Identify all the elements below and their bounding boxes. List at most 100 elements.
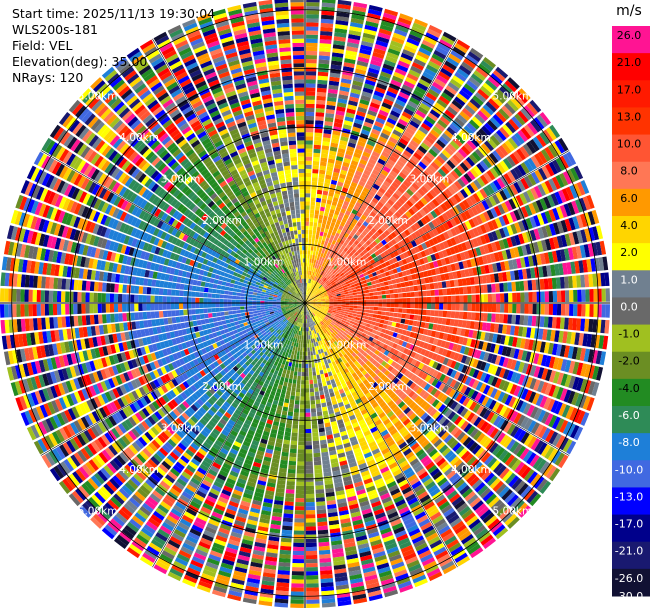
velocity-gate: [377, 201, 384, 208]
velocity-gate: [350, 22, 364, 29]
velocity-gate: [305, 262, 307, 267]
velocity-gate: [328, 295, 333, 298]
velocity-gate: [340, 78, 352, 85]
velocity-gate: [453, 216, 461, 225]
velocity-gate: [446, 126, 457, 137]
velocity-gate: [515, 281, 521, 292]
velocity-gate: [468, 154, 479, 165]
velocity-gate: [350, 199, 357, 205]
velocity-gate: [306, 571, 319, 576]
velocity-gate: [449, 280, 455, 288]
velocity-gate: [408, 69, 421, 78]
velocity-gate: [293, 542, 305, 547]
velocity-gate: [375, 270, 381, 276]
velocity-gate: [301, 363, 305, 369]
velocity-gate: [366, 320, 372, 325]
velocity-gate: [585, 304, 590, 317]
velocity-gate: [305, 128, 314, 133]
velocity-gate: [296, 465, 305, 470]
velocity-gate: [393, 243, 400, 250]
velocity-gate: [433, 317, 439, 324]
velocity-gate: [398, 293, 403, 298]
velocity-gate: [365, 165, 373, 173]
velocity-gate: [499, 189, 508, 201]
velocity-gate: [335, 219, 342, 225]
velocity-gate: [283, 364, 288, 370]
velocity-gate: [312, 371, 317, 376]
velocity-gate: [307, 262, 310, 267]
velocity-gate: [351, 195, 359, 202]
velocity-gate: [360, 155, 369, 162]
velocity-gate: [290, 603, 304, 608]
velocity-gate: [284, 377, 289, 383]
velocity-gate: [335, 24, 348, 30]
velocity-gate: [435, 183, 444, 193]
velocity-gate: [387, 209, 394, 217]
velocity-gate: [308, 229, 313, 235]
velocity-gate: [317, 75, 328, 81]
velocity-gate: [498, 216, 506, 227]
velocity-gate: [474, 204, 483, 214]
velocity-gate: [315, 493, 325, 498]
velocity-gate: [424, 248, 431, 256]
velocity-gate: [377, 113, 387, 121]
velocity-gate: [306, 327, 308, 332]
velocity-gate: [428, 238, 435, 247]
velocity-gate: [450, 287, 456, 295]
velocity-gate: [305, 217, 310, 222]
velocity-gate: [298, 339, 302, 344]
velocity-gate: [466, 286, 472, 294]
velocity-gate: [339, 140, 348, 146]
velocity-gate: [411, 26, 425, 36]
velocity-gate: [305, 522, 316, 527]
velocity-gate: [539, 278, 545, 290]
velocity-gate: [306, 34, 318, 39]
velocity-gate: [305, 282, 308, 287]
velocity-gate: [318, 533, 329, 539]
velocity-gate: [363, 83, 375, 91]
velocity-gate: [316, 288, 321, 293]
velocity-gate: [307, 291, 310, 296]
velocity-gate: [383, 281, 389, 286]
velocity-gate: [492, 193, 501, 205]
velocity-gate: [333, 284, 338, 289]
velocity-gate: [371, 150, 381, 158]
velocity-gate: [465, 54, 479, 66]
velocity-gate: [332, 294, 337, 297]
velocity-gate: [318, 51, 331, 57]
velocity-gate: [364, 312, 370, 317]
velocity-gate: [365, 217, 372, 224]
velocity-gate: [380, 286, 386, 291]
velocity-gate: [316, 247, 320, 252]
velocity-gate: [440, 67, 453, 78]
velocity-gate: [313, 379, 318, 384]
velocity-gate: [403, 45, 417, 54]
velocity-gate: [381, 311, 386, 316]
velocity-gate: [318, 427, 325, 433]
velocity-gate: [567, 202, 576, 216]
velocity-gate: [331, 175, 339, 182]
velocity-gate: [430, 310, 435, 317]
velocity-gate: [556, 290, 562, 302]
velocity-gate: [305, 465, 314, 470]
velocity-gate: [296, 383, 301, 389]
velocity-gate: [322, 141, 330, 147]
velocity-gate: [400, 246, 407, 253]
velocity-gate: [365, 252, 371, 258]
velocity-gate: [291, 579, 304, 584]
velocity-gate: [364, 24, 378, 32]
velocity-gate: [438, 310, 444, 317]
velocity-gate: [380, 132, 390, 140]
velocity-gate: [429, 283, 435, 290]
velocity-gate: [343, 232, 350, 239]
velocity-gate: [313, 448, 321, 454]
velocity-gate: [438, 39, 453, 49]
velocity-gate: [520, 162, 530, 175]
velocity-gate: [338, 177, 345, 183]
velocity-gate: [308, 278, 310, 284]
velocity-gate: [344, 196, 351, 203]
velocity-gate: [436, 98, 448, 109]
velocity-gate: [485, 198, 494, 209]
velocity-gate: [559, 204, 568, 218]
velocity-gate: [386, 275, 392, 281]
